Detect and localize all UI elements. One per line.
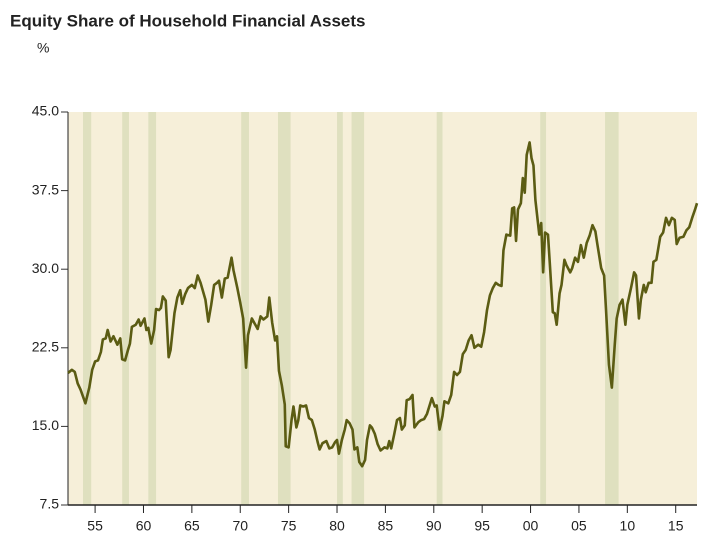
chart-title: Equity Share of Household Financial Asse… [10, 11, 366, 30]
shaded-period [82, 112, 92, 505]
shaded-period [605, 112, 619, 505]
plot-background [68, 112, 697, 505]
y-tick-label: 15.0 [32, 417, 59, 433]
shaded-period [148, 112, 157, 505]
shaded-period [436, 112, 443, 505]
x-tick-label: 15 [668, 518, 684, 534]
shaded-period [277, 112, 291, 505]
x-tick-label: 90 [426, 518, 442, 534]
shaded-period [241, 112, 249, 505]
x-tick-label: 05 [571, 518, 587, 534]
y-tick-label: 22.5 [32, 339, 59, 355]
y-tick-label: 7.5 [40, 496, 60, 512]
shaded-period [122, 112, 129, 505]
x-tick-label: 65 [184, 518, 200, 534]
data-line [67, 141, 699, 468]
x-tick-label: 75 [281, 518, 297, 534]
shaded-period [351, 112, 365, 505]
x-tick-label: 10 [620, 518, 636, 534]
x-tick-label: 80 [329, 518, 345, 534]
x-tick-label: 55 [87, 518, 103, 534]
y-tick-label: 30.0 [32, 260, 59, 276]
x-tick-label: 60 [136, 518, 152, 534]
shaded-period [540, 112, 547, 505]
chart-subtitle: % [37, 40, 49, 56]
y-tick-label: 37.5 [32, 181, 59, 197]
x-tick-label: 00 [523, 518, 539, 534]
x-tick-label: 70 [232, 518, 248, 534]
x-tick-label: 95 [474, 518, 490, 534]
y-tick-label: 45.0 [32, 103, 59, 119]
shaded-period [337, 112, 343, 505]
x-tick-label: 85 [378, 518, 394, 534]
